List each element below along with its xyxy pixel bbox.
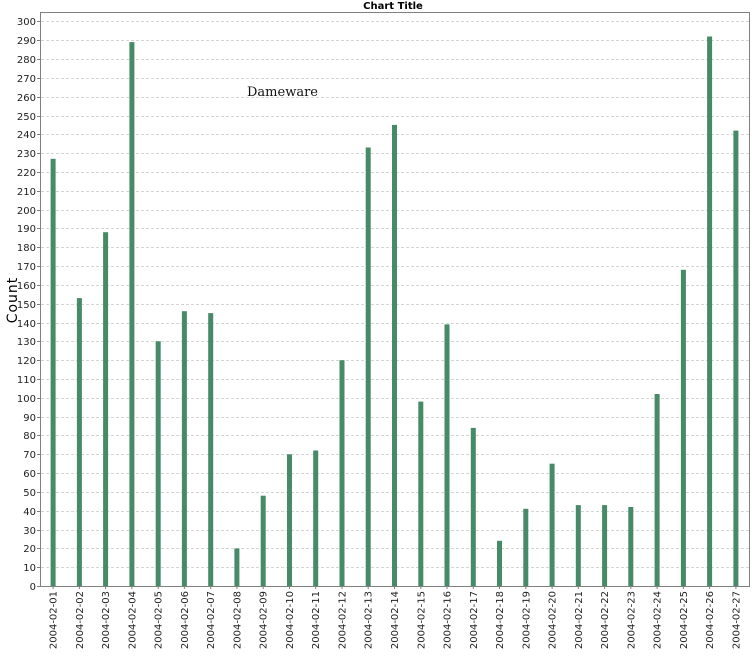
y-tick-label: 120 xyxy=(17,356,36,367)
x-tick-label: 2004-02-06 xyxy=(180,591,191,649)
y-tick-label: 90 xyxy=(23,413,36,424)
x-tick-label: 2004-02-13 xyxy=(364,591,375,649)
y-tick-label: 160 xyxy=(17,281,36,292)
chart-title: Chart Title xyxy=(363,1,423,12)
bar xyxy=(418,401,424,586)
x-tick-label: 2004-02-11 xyxy=(311,591,322,649)
y-tick-label: 300 xyxy=(17,17,36,28)
x-tick-label: 2004-02-12 xyxy=(338,591,349,649)
bar xyxy=(444,324,450,586)
bar xyxy=(497,540,502,586)
y-tick-label: 80 xyxy=(23,431,36,442)
bar xyxy=(365,147,371,586)
x-tick-label: 2004-02-25 xyxy=(679,591,690,649)
x-tick-label: 2004-02-20 xyxy=(548,591,559,649)
y-tick-label: 60 xyxy=(23,469,36,480)
y-tick-label: 260 xyxy=(17,93,36,104)
x-tick-label: 2004-02-14 xyxy=(390,591,401,649)
x-tick-label: 2004-02-23 xyxy=(626,591,637,649)
y-tick-label: 280 xyxy=(17,55,36,66)
x-tick-label: 2004-02-15 xyxy=(416,591,427,649)
y-tick-label: 100 xyxy=(17,394,36,405)
y-axis-label: Count xyxy=(5,277,21,324)
bar xyxy=(392,124,397,587)
y-tick-label: 20 xyxy=(23,544,36,555)
bar xyxy=(155,341,161,586)
bar xyxy=(260,495,266,586)
bar xyxy=(575,505,581,586)
x-tick-label: 2004-02-18 xyxy=(495,591,506,649)
y-tick-label: 190 xyxy=(17,224,36,235)
y-tick-label: 110 xyxy=(17,375,36,386)
bar xyxy=(208,313,214,586)
x-tick-label: 2004-02-19 xyxy=(521,591,532,649)
y-tick-label: 210 xyxy=(17,187,36,198)
bar xyxy=(470,427,476,586)
bar xyxy=(628,507,634,586)
bar xyxy=(707,36,713,586)
y-tick-label: 220 xyxy=(17,168,36,179)
y-tick-label: 270 xyxy=(17,74,36,85)
y-tick-label: 0 xyxy=(30,582,36,593)
y-tick-label: 50 xyxy=(23,488,36,499)
x-tick-label: 2004-02-21 xyxy=(574,591,585,649)
bar xyxy=(339,360,345,586)
y-tick-label: 140 xyxy=(17,319,36,330)
x-tick-label: 2004-02-02 xyxy=(75,591,86,649)
bar xyxy=(103,232,109,586)
y-tick-label: 200 xyxy=(17,206,36,217)
x-tick-label: 2004-02-27 xyxy=(731,591,742,649)
x-axis: 2004-02-01 2004-02-02 2004-02-03 2004-02-04… xyxy=(49,586,742,649)
x-tick-label: 2004-02-16 xyxy=(443,591,454,649)
x-tick-label: 2004-02-10 xyxy=(285,591,296,649)
y-tick-label: 230 xyxy=(17,149,36,160)
y-tick-label: 240 xyxy=(17,130,36,141)
y-tick-label: 180 xyxy=(17,243,36,254)
x-tick-label: 2004-02-17 xyxy=(469,591,480,649)
x-tick-label: 2004-02-05 xyxy=(154,591,165,649)
y-tick-label: 10 xyxy=(23,563,36,574)
y-tick-label: 30 xyxy=(23,526,36,537)
y-tick-label: 130 xyxy=(17,337,36,348)
y-tick-label: 250 xyxy=(17,112,36,123)
x-tick-label: 2004-02-22 xyxy=(600,591,611,649)
x-tick-label: 2004-02-03 xyxy=(101,591,112,649)
x-tick-label: 2004-02-04 xyxy=(127,591,138,649)
bar xyxy=(680,269,686,586)
x-tick-label: 2004-02-09 xyxy=(259,591,270,649)
x-tick-label: 2004-02-08 xyxy=(232,591,243,649)
y-tick-label: 170 xyxy=(17,262,36,273)
bar xyxy=(287,454,292,586)
bar xyxy=(549,463,555,586)
x-tick-label: 2004-02-26 xyxy=(705,591,716,649)
y-tick-label: 150 xyxy=(17,300,36,311)
bar xyxy=(76,298,82,586)
x-tick-label: 2004-02-24 xyxy=(653,591,664,649)
bar xyxy=(523,508,529,586)
y-axis: 0 10 20 30 40 50 60 70 80 90 100 110 120 130 140 150 160… xyxy=(17,17,40,593)
y-tick-label: 290 xyxy=(17,36,36,47)
bars xyxy=(50,36,739,587)
bar xyxy=(181,311,187,586)
y-tick-label: 70 xyxy=(23,450,36,461)
bar xyxy=(234,548,240,586)
bar xyxy=(654,394,660,586)
bar xyxy=(313,450,319,586)
bar xyxy=(602,505,608,586)
y-tick-label: 40 xyxy=(23,507,36,518)
bar xyxy=(129,42,135,587)
bar xyxy=(50,158,56,587)
x-tick-label: 2004-02-07 xyxy=(206,591,217,649)
x-tick-label: 2004-02-01 xyxy=(49,591,60,649)
bar xyxy=(733,130,739,586)
annotation-dameware: Dameware xyxy=(247,85,318,100)
